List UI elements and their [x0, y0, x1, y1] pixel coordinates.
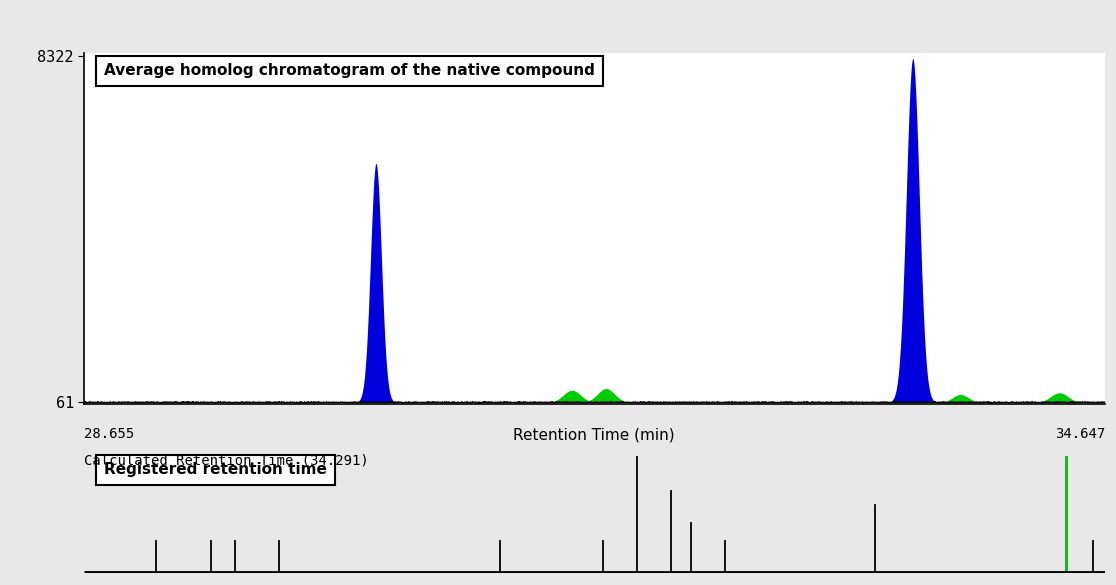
Text: 28.655: 28.655 — [84, 427, 134, 441]
Text: Average homolog chromatogram of the native compound: Average homolog chromatogram of the nati… — [104, 63, 595, 78]
Text: 34.647: 34.647 — [1055, 427, 1105, 441]
Text: Retention Time (min): Retention Time (min) — [513, 427, 675, 442]
Text: Calculated Retention Time (34.291): Calculated Retention Time (34.291) — [84, 453, 368, 467]
Text: Registered retention time: Registered retention time — [104, 462, 327, 477]
